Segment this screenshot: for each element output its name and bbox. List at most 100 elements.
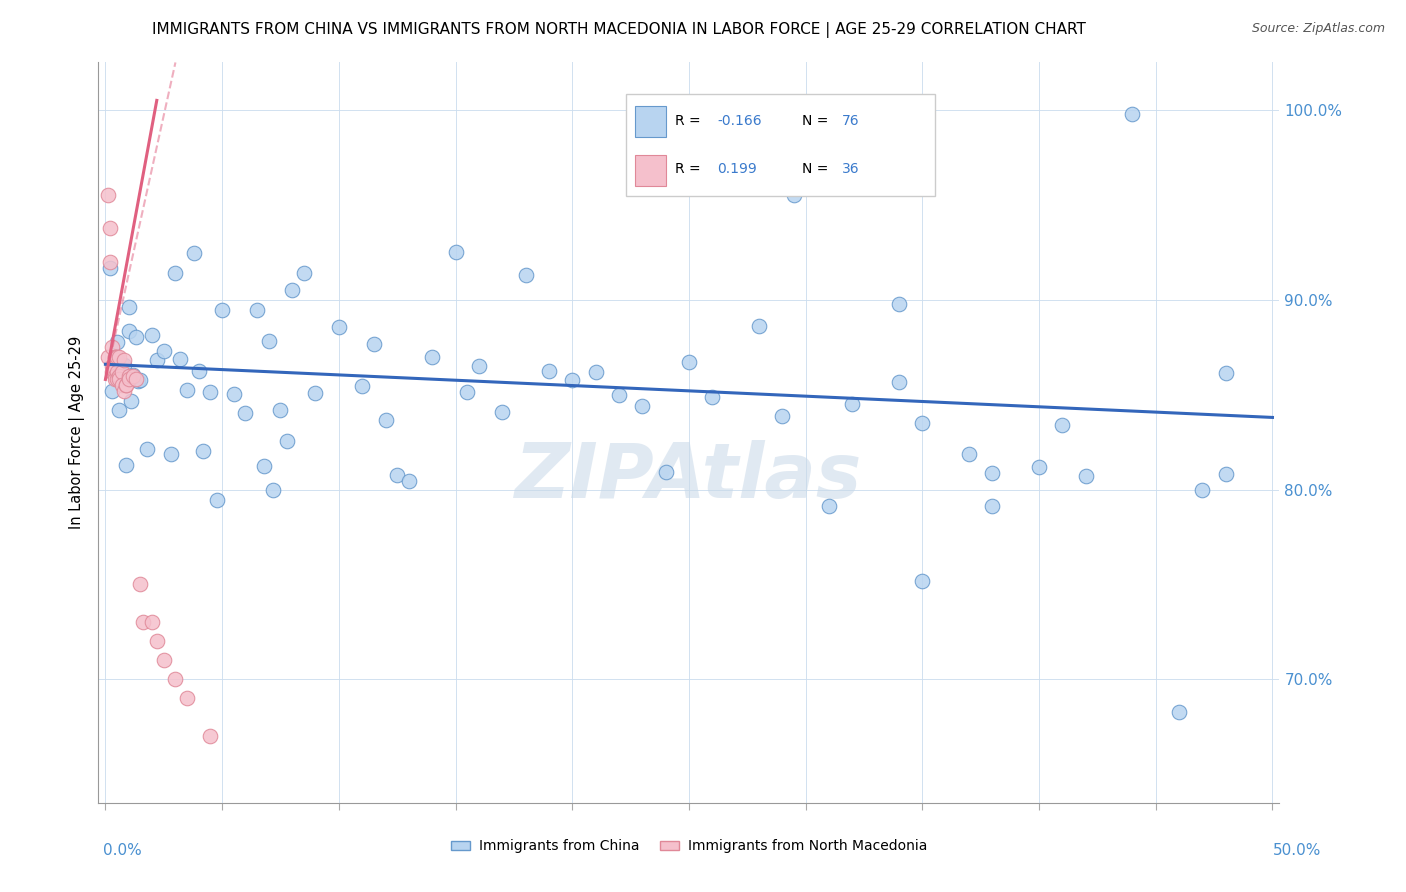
Point [118, 301, 141, 315]
Bar [636, 106, 666, 136]
Point [1121, 106, 1143, 120]
Point [304, 385, 326, 400]
Point [104, 356, 127, 370]
Point [187, 364, 209, 378]
Point [193, 444, 215, 458]
Point [352, 379, 374, 393]
Point [105, 334, 128, 349]
Point [98, 220, 121, 235]
Point [152, 653, 174, 667]
Point [328, 320, 350, 334]
Point [253, 458, 276, 473]
Point [125, 372, 148, 386]
Point [97, 188, 120, 202]
Point [1168, 705, 1191, 719]
Point [374, 413, 396, 427]
Point [176, 691, 198, 706]
Point [783, 188, 806, 202]
Point [115, 378, 138, 392]
Point [468, 359, 491, 373]
Y-axis label: In Labor Force | Age 25-29: In Labor Force | Age 25-29 [69, 336, 86, 529]
Point [207, 492, 229, 507]
Point [129, 577, 152, 591]
Point [176, 383, 198, 397]
Point [398, 474, 420, 488]
Point [118, 368, 141, 383]
Point [159, 447, 181, 461]
Text: IMMIGRANTS FROM CHINA VS IMMIGRANTS FROM NORTH MACEDONIA IN LABOR FORCE | AGE 25: IMMIGRANTS FROM CHINA VS IMMIGRANTS FROM… [152, 22, 1085, 38]
Point [98, 254, 121, 268]
Point [1191, 483, 1213, 497]
Point [246, 303, 269, 318]
Point [97, 350, 120, 364]
Point [108, 368, 131, 383]
Point [654, 465, 676, 479]
Point [112, 353, 135, 368]
Legend: Immigrants from China, Immigrants from North Macedonia: Immigrants from China, Immigrants from N… [446, 834, 932, 859]
Point [169, 351, 191, 366]
Point [111, 358, 134, 372]
Point [152, 344, 174, 359]
Point [104, 368, 127, 383]
Point [818, 499, 841, 513]
Point [127, 374, 149, 388]
Point [165, 673, 187, 687]
Point [122, 368, 145, 383]
Point [105, 350, 128, 364]
Point [1052, 417, 1074, 432]
Point [1215, 367, 1237, 381]
Text: N =: N = [801, 161, 832, 176]
Point [136, 442, 159, 456]
Point [146, 634, 169, 648]
Point [957, 447, 980, 461]
Point [257, 334, 280, 349]
Point [111, 378, 134, 392]
Point [115, 378, 138, 392]
Point [105, 353, 128, 368]
Point [132, 615, 155, 630]
Text: N =: N = [801, 114, 832, 128]
Point [281, 283, 304, 297]
Point [981, 499, 1004, 513]
Point [911, 417, 934, 431]
Point [200, 730, 222, 744]
Text: 0.199: 0.199 [717, 161, 756, 176]
Point [491, 405, 513, 419]
Point [292, 266, 315, 280]
Point [101, 340, 124, 354]
Point [1215, 467, 1237, 482]
Point [122, 368, 145, 383]
Point [120, 394, 142, 409]
Point [420, 351, 443, 365]
Point [607, 388, 630, 402]
Point [101, 365, 124, 379]
FancyBboxPatch shape [626, 94, 935, 196]
Text: 76: 76 [842, 114, 860, 128]
Point [631, 400, 654, 414]
Text: -0.166: -0.166 [717, 114, 762, 128]
Point [105, 365, 128, 379]
Point [678, 355, 700, 369]
Point [981, 466, 1004, 480]
Point [748, 319, 770, 334]
Point [141, 615, 163, 630]
Point [115, 458, 138, 472]
Text: R =: R = [675, 161, 710, 176]
Text: 36: 36 [842, 161, 860, 176]
Point [118, 372, 141, 386]
Point [129, 373, 152, 387]
Point [118, 324, 141, 338]
Bar [636, 155, 666, 186]
Point [104, 350, 127, 364]
Point [146, 352, 169, 367]
Point [112, 384, 135, 398]
Point [841, 397, 863, 411]
Point [104, 350, 127, 364]
Point [1028, 459, 1050, 474]
Point [141, 327, 163, 342]
Point [108, 372, 131, 386]
Point [911, 574, 934, 588]
Point [444, 245, 467, 260]
Point [537, 364, 560, 378]
Point [515, 268, 537, 282]
